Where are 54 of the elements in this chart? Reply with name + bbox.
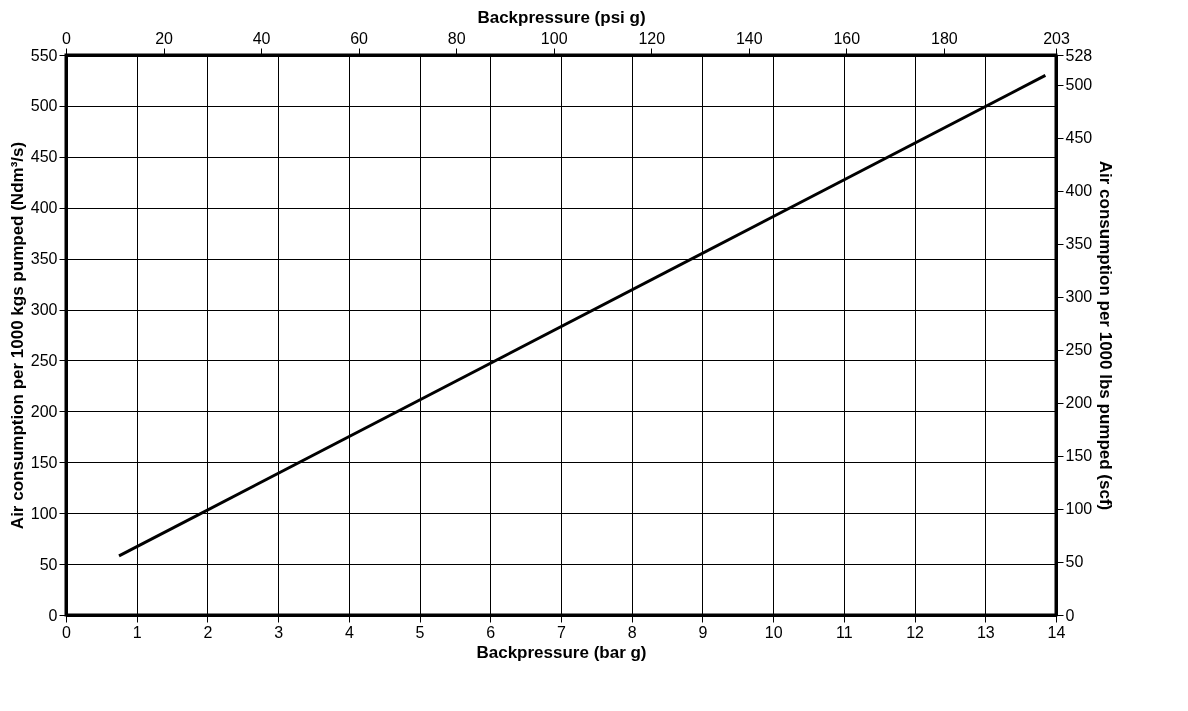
y-tick-label: 200 — [30, 402, 58, 420]
x2-tick-label: 140 — [735, 29, 763, 47]
x-tick-label: 14 — [1047, 623, 1066, 641]
x-tick-label: 6 — [486, 623, 496, 641]
y2-tick-label: 100 — [1065, 500, 1093, 518]
y2-tick-label: 50 — [1065, 553, 1084, 571]
y2-tick-label: 150 — [1065, 447, 1093, 465]
y2-tick-label: 528 — [1065, 46, 1093, 64]
y-tick-label: 350 — [30, 250, 58, 268]
x-tick-label: 12 — [906, 623, 925, 641]
y2-axis-title: Air consumption per 1000 lbs pumped (scf) — [1096, 160, 1116, 511]
x2-tick-label: 80 — [447, 29, 466, 47]
x2-tick-label: 203 — [1043, 29, 1070, 47]
y-tick-label: 100 — [30, 504, 58, 522]
x2-tick-label: 120 — [638, 29, 666, 47]
y-tick-label: 550 — [30, 46, 58, 64]
x-tick-label: 3 — [274, 623, 284, 641]
x-tick-label: 7 — [557, 623, 567, 641]
x2-tick-label: 20 — [155, 29, 174, 47]
y-tick-label: 250 — [30, 351, 58, 369]
x2-tick-label: 160 — [833, 29, 861, 47]
y-tick-label: 450 — [30, 148, 58, 166]
y-tick-label: 50 — [39, 555, 58, 573]
x-tick-label: 4 — [344, 623, 354, 641]
x-tick-label: 11 — [836, 623, 853, 641]
x2-tick-label: 180 — [930, 29, 958, 47]
y-tick-label: 150 — [30, 453, 58, 471]
y2-tick-label: 450 — [1065, 129, 1093, 147]
y-tick-label: 500 — [30, 97, 58, 115]
x2-tick-label: 60 — [350, 29, 369, 47]
x-tick-label: 8 — [627, 623, 637, 641]
x2-tick-label: 0 — [62, 29, 72, 47]
x2-axis-title: Backpressure (psi g) — [477, 7, 646, 27]
y2-tick-label: 350 — [1065, 235, 1093, 253]
y2-tick-label: 0 — [1065, 606, 1075, 624]
x2-tick-label: 40 — [252, 29, 271, 47]
y2-tick-label: 400 — [1065, 182, 1093, 200]
x2-tick-label: 100 — [540, 29, 568, 47]
y2-tick-label: 500 — [1065, 76, 1093, 94]
x-tick-label: 0 — [62, 623, 72, 641]
x-tick-label: 13 — [976, 623, 995, 641]
y-tick-label: 400 — [30, 199, 58, 217]
x-tick-label: 5 — [415, 623, 425, 641]
y-axis-title: Air consumption per 1000 kgs pumped (Ndm³/s) — [7, 141, 27, 530]
y2-tick-label: 300 — [1065, 288, 1093, 306]
y2-tick-label: 200 — [1065, 394, 1093, 412]
x-axis-title: Backpressure (bar g) — [476, 642, 647, 662]
y-tick-label: 300 — [30, 301, 58, 319]
x-tick-label: 10 — [764, 623, 783, 641]
x-tick-label: 2 — [203, 623, 213, 641]
y2-tick-label: 250 — [1065, 341, 1093, 359]
x-tick-label: 1 — [132, 623, 142, 641]
y-tick-label: 0 — [48, 606, 58, 624]
x-tick-label: 9 — [698, 623, 708, 641]
